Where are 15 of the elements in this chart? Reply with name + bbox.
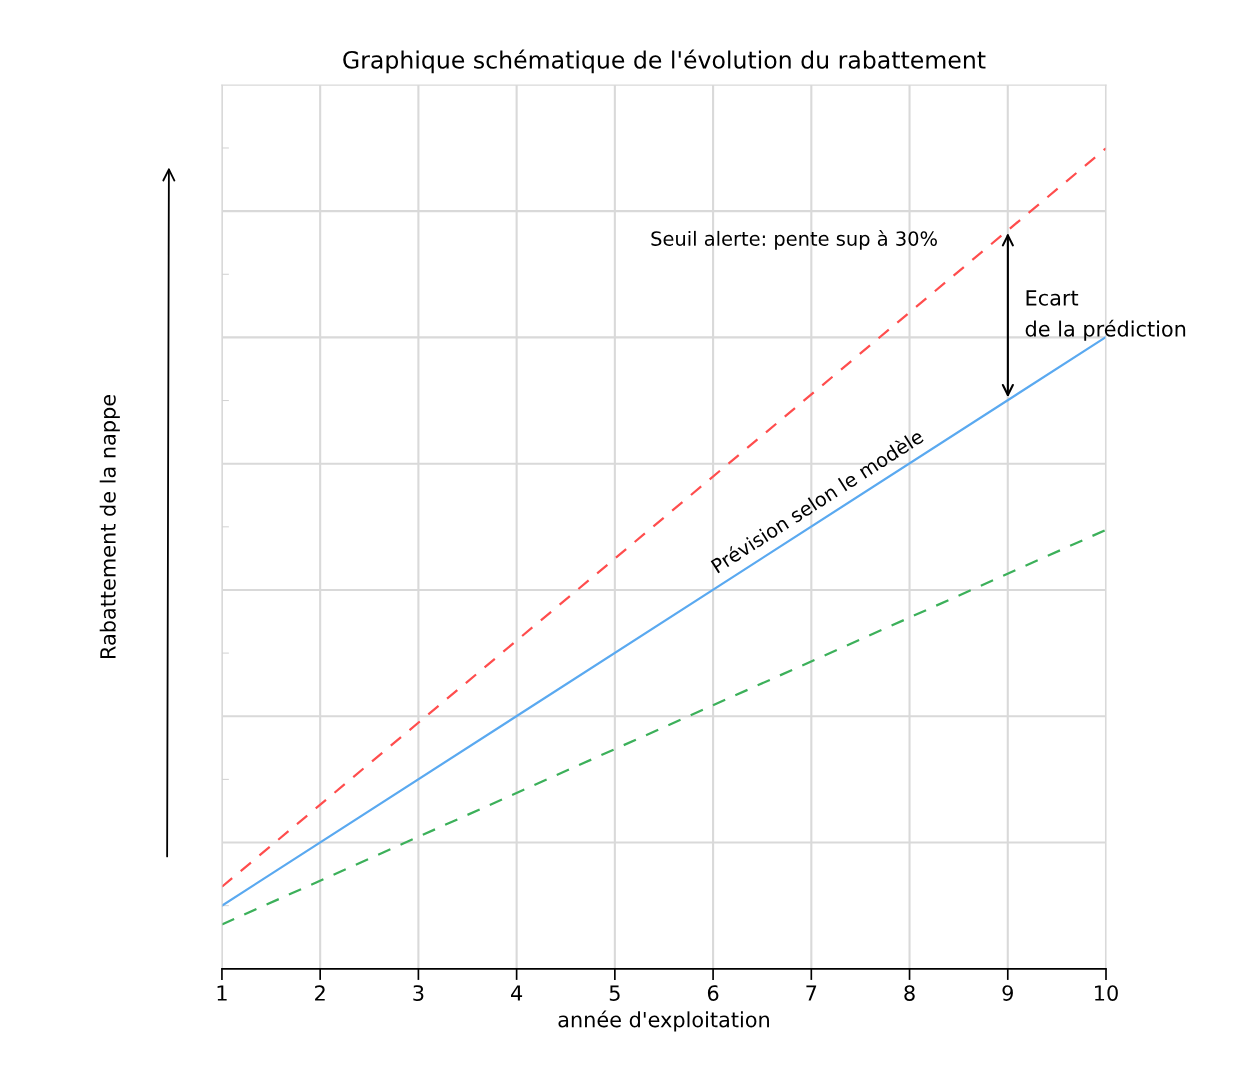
x-tick-label: 8 bbox=[904, 985, 915, 1001]
series-label: Seuil alerte: pente sup à 30% bbox=[651, 230, 937, 250]
x-tick-label: 7 bbox=[806, 985, 817, 1001]
x-tick-label: 1 bbox=[217, 985, 227, 1001]
chart-title: Graphique schématique de l'évolution du rabattement bbox=[343, 49, 986, 74]
x-tick-label: 10 bbox=[1095, 985, 1118, 1001]
x-tick-label: 6 bbox=[707, 985, 719, 1001]
x-tick-label: 3 bbox=[413, 985, 424, 1001]
x-tick-label: 2 bbox=[315, 985, 325, 1001]
x-tick-label: 4 bbox=[511, 985, 523, 1001]
y-axis-title: Rabattement de la nappe bbox=[99, 395, 120, 658]
x-tick-label: 9 bbox=[1002, 985, 1013, 1001]
annotation: Ecart de la prédiction bbox=[1025, 290, 1186, 341]
x-tick-label: 5 bbox=[609, 985, 620, 1001]
x-axis-title: année d'exploitation bbox=[558, 1010, 769, 1032]
